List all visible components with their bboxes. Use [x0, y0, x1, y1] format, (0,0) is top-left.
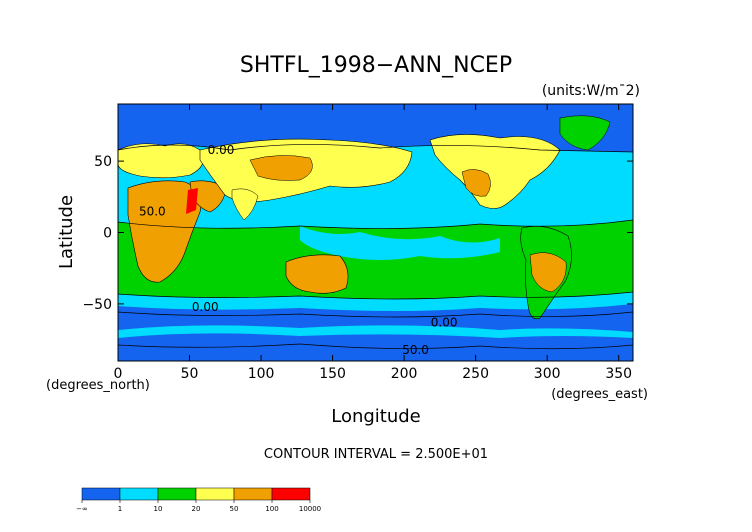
x-tick-label: 350 [605, 366, 632, 382]
region-africa-red-strip [186, 188, 198, 214]
region-greenland [559, 115, 611, 151]
region-equatorial-low [300, 226, 500, 260]
legend-bin-label: −∞ [76, 505, 88, 513]
region-europe [118, 143, 204, 179]
x-tick-label: 200 [391, 366, 418, 382]
region-africa [127, 180, 202, 283]
legend-swatch [81, 487, 121, 501]
region-low-band-south [118, 292, 633, 311]
contour-label: 0.00 [431, 316, 458, 330]
legend-swatch [119, 487, 159, 501]
region-india [231, 188, 259, 221]
contour-interval-text: CONTOUR INTERVAL = 2.500E+01 [264, 447, 488, 462]
contour-label: 0.00 [192, 300, 219, 314]
legend-swatch [195, 487, 235, 501]
region-australia [285, 254, 349, 294]
color-legend: −∞ 1 10 20 50 100 10000 [76, 487, 321, 513]
region-south-america-hot [529, 252, 567, 293]
y-tick-label: 0 [103, 226, 112, 242]
contour-label: 0.00 [208, 143, 235, 157]
x-axis-title: Longitude [331, 406, 421, 427]
region-asia-hot [249, 155, 313, 181]
region-antarctic-low [118, 325, 633, 338]
legend-bin-label: 100 [265, 505, 278, 513]
x-unit-label: (degrees_east) [551, 387, 648, 402]
legend-bin-label: 10 [154, 505, 163, 513]
x-tick-label: 150 [319, 366, 346, 382]
y-tick-label: 50 [94, 154, 112, 170]
region-north-america-hot [461, 169, 491, 197]
y-axis-title: Latitude [56, 195, 77, 269]
x-tick-label: 50 [181, 366, 199, 382]
x-tick-label: 300 [534, 366, 561, 382]
chart-title: SHTFL_1998−ANN_NCEP [240, 53, 512, 78]
region-arabia [189, 180, 227, 213]
legend-swatch [157, 487, 197, 501]
x-tick-label: 0 [114, 366, 123, 382]
y-unit-label: (degrees_north) [46, 378, 150, 393]
region-north-america [429, 134, 561, 209]
contour-lines [118, 144, 633, 350]
x-tick-label: 100 [248, 366, 275, 382]
legend-bin-label: 10000 [299, 505, 321, 513]
legend-swatch [271, 487, 311, 501]
legend-bin-label: 20 [192, 505, 201, 513]
contour-label: 50.0 [139, 204, 166, 218]
contour-label: 50.0 [402, 343, 429, 357]
y-axis-ticks: 50 0 −50 [82, 154, 633, 313]
legend-swatch [233, 487, 273, 501]
legend-bin-label: 50 [230, 505, 239, 513]
x-tick-label: 250 [462, 366, 489, 382]
legend-bin-label: 1 [118, 505, 122, 513]
units-label: (units:W/m¯2) [542, 83, 640, 99]
x-axis-ticks: 0 50 100 150 200 250 300 350 [114, 104, 632, 382]
y-tick-label: −50 [82, 297, 112, 313]
